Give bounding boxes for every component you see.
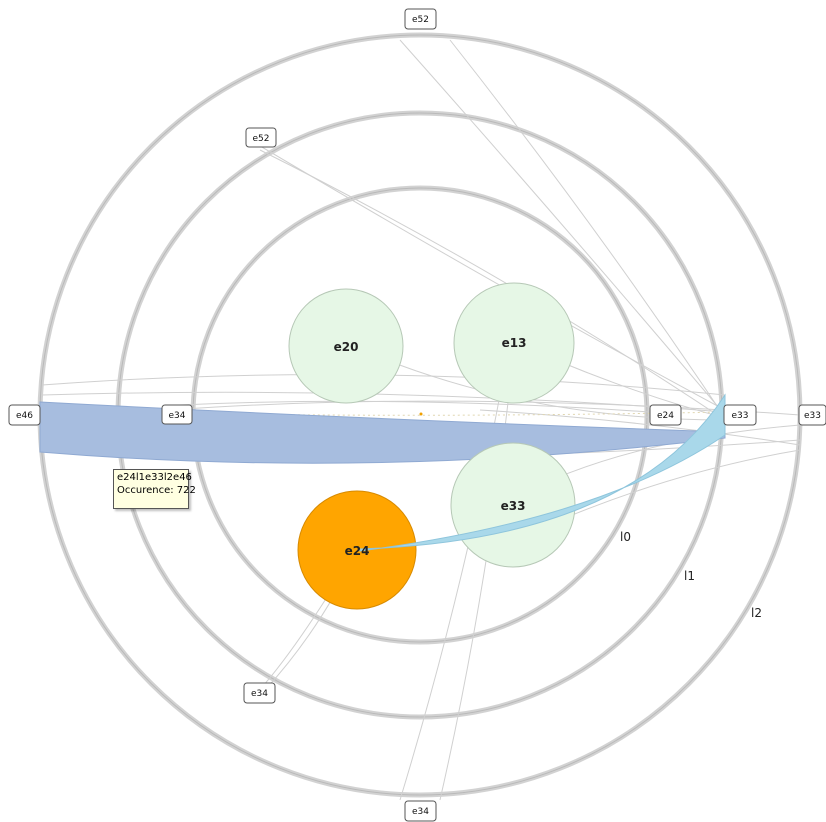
connection-curve	[169, 400, 801, 416]
tooltip-path: e24l1e33l2e46	[117, 472, 192, 483]
ring-labels: l0 l1 l2	[620, 530, 762, 620]
svg-text:e34: e34	[412, 807, 429, 817]
ring-tag[interactable]: e34	[243, 682, 276, 704]
svg-text:e52: e52	[253, 134, 270, 144]
connection-curve	[479, 409, 801, 446]
svg-text:e34: e34	[251, 689, 268, 699]
ring-tag[interactable]: e34	[404, 800, 437, 822]
svg-text:e34: e34	[169, 411, 186, 421]
sequence-tooltip: e24l1e33l2e46 Occurence: 722	[113, 469, 196, 509]
ring-label-l0: l0	[620, 530, 631, 544]
node-e20[interactable]	[288, 288, 404, 404]
tooltip-occurrence: Occurence: 722	[117, 485, 196, 496]
ring-tag[interactable]: e33	[798, 404, 826, 426]
ring-tags: e52 e52 e46 e34 e24 e33 e33 e34	[8, 8, 826, 822]
connection-curve	[439, 339, 516, 801]
connection-curve	[399, 339, 511, 801]
ring-tag[interactable]: e33	[723, 404, 757, 426]
node-label-e24: e24	[345, 544, 370, 558]
node-label-e20: e20	[334, 340, 359, 354]
ring-tag[interactable]: e34	[161, 404, 193, 425]
node-e13[interactable]	[453, 282, 575, 404]
node-e24[interactable]	[297, 490, 417, 610]
ring-tag[interactable]: e52	[404, 8, 437, 30]
svg-text:e46: e46	[16, 411, 33, 421]
nodes	[288, 282, 576, 610]
connection-curve	[399, 39, 726, 416]
ring-label-l1: l1	[684, 569, 695, 583]
node-labels: e20 e13 e33 e24	[334, 336, 527, 558]
connection-curve	[259, 149, 726, 421]
svg-text:e52: e52	[412, 15, 429, 25]
center-dot	[419, 412, 423, 416]
ring-label-l2: l2	[751, 606, 762, 620]
svg-text:e33: e33	[804, 411, 821, 421]
ring-tag[interactable]: e52	[245, 127, 277, 148]
node-label-e33: e33	[501, 499, 526, 513]
ring-tag[interactable]: e46	[8, 404, 41, 426]
node-label-e13: e13	[502, 336, 527, 350]
connection-curve	[179, 400, 651, 413]
svg-text:e24: e24	[657, 411, 674, 421]
connection-curve	[559, 449, 801, 521]
sequence-band-l2	[39, 401, 726, 464]
connection-curve	[449, 39, 726, 419]
ring-tag[interactable]: e24	[649, 404, 682, 426]
svg-text:e33: e33	[732, 411, 749, 421]
